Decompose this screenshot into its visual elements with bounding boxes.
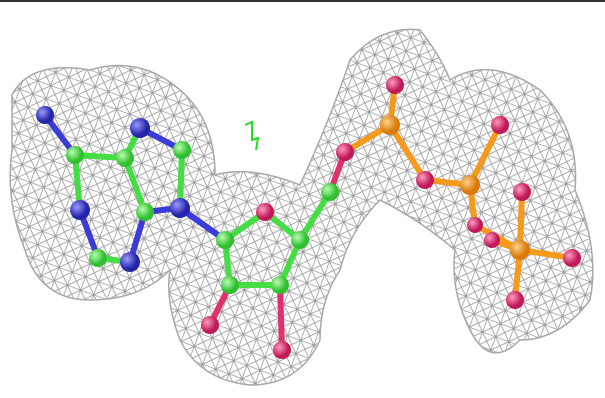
- ligand-atoms: [36, 76, 581, 359]
- water-fragment: [244, 120, 260, 151]
- electron-density-mesh: [9, 28, 594, 386]
